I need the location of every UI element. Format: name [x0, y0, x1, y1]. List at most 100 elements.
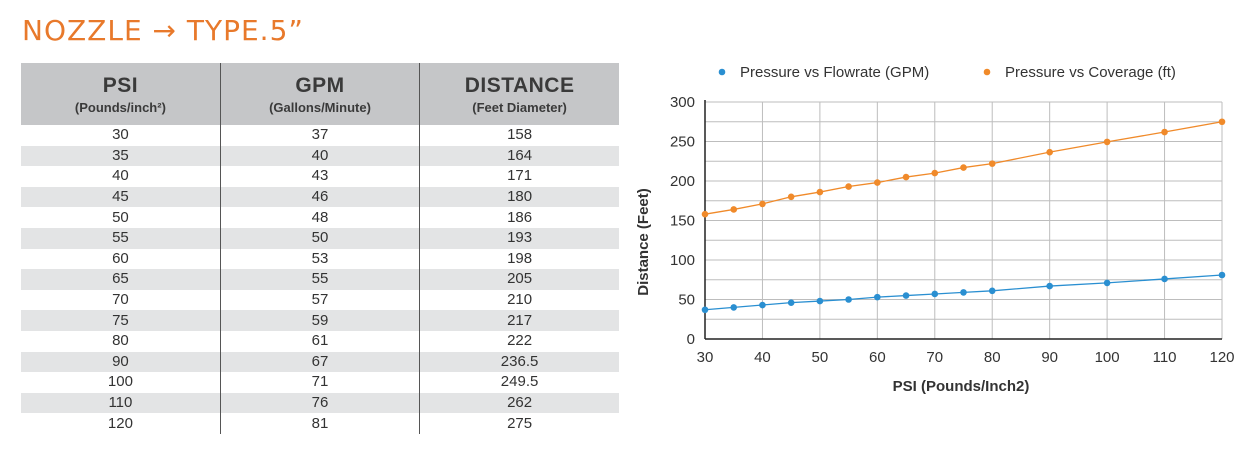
data-point — [730, 206, 738, 213]
data-point — [931, 290, 939, 298]
legend-label: Pressure vs Coverage (ft) — [1005, 64, 1176, 81]
cell-distance: 262 — [419, 392, 619, 414]
data-point — [759, 200, 766, 208]
column-header-label: GPM — [295, 73, 345, 97]
column-header-unit: (Pounds/inch²) — [74, 99, 166, 115]
table-row: 80 61 222 — [21, 330, 619, 352]
table-body: 30 37 158 35 40 164 40 43 171 45 46 180 50 48 186 55 50 1… — [21, 125, 619, 434]
y-tick-label: 50 — [678, 292, 695, 309]
cell-gpm: 48 — [219, 207, 420, 228]
table-row: 40 43 171 — [21, 166, 619, 187]
cell-psi: 60 — [21, 248, 221, 270]
table-row: 50 48 186 — [21, 207, 619, 228]
cell-psi: 80 — [21, 330, 221, 352]
cell-gpm: 57 — [219, 289, 420, 311]
x-axis-label: PSI (Pounds/Inch2) — [893, 378, 1030, 395]
table-row: 55 50 193 — [21, 227, 619, 249]
data-point — [730, 304, 738, 311]
cell-psi: 65 — [21, 269, 221, 290]
data-point — [816, 188, 824, 196]
cell-distance: 249.5 — [419, 372, 619, 393]
data-point — [902, 292, 910, 299]
cell-distance: 186 — [419, 207, 619, 228]
x-tick-label: 40 — [754, 349, 771, 366]
x-tick-label: 120 — [1209, 349, 1234, 366]
cell-gpm: 37 — [219, 125, 420, 146]
data-point — [874, 179, 881, 186]
cell-psi: 100 — [21, 372, 221, 393]
y-tick-label: 250 — [670, 134, 695, 151]
data-table-container: PSI (Pounds/inch²) GPM (Gallons/Minute) … — [21, 63, 619, 434]
cell-gpm: 59 — [219, 310, 420, 331]
cell-distance: 193 — [419, 227, 619, 249]
data-point — [931, 169, 939, 177]
cell-distance: 217 — [419, 310, 619, 331]
data-point — [845, 296, 852, 303]
table-row: 110 76 262 — [21, 392, 619, 414]
cell-distance: 222 — [419, 330, 619, 352]
x-tick-label: 30 — [697, 349, 714, 366]
data-point — [1046, 282, 1053, 290]
y-tick-label: 200 — [670, 173, 695, 190]
x-tick-label: 70 — [926, 349, 943, 366]
data-point — [759, 301, 766, 309]
data-point — [845, 183, 852, 190]
data-point — [1218, 118, 1226, 126]
table-row: 30 37 158 — [21, 125, 619, 146]
legend-label: Pressure vs Flowrate (GPM) — [740, 64, 929, 81]
data-point — [1218, 271, 1226, 279]
cell-psi: 45 — [21, 186, 221, 208]
cell-psi: 40 — [21, 166, 221, 187]
data-point — [1103, 279, 1111, 287]
cell-gpm: 46 — [219, 186, 420, 208]
cell-gpm: 61 — [219, 330, 420, 352]
y-tick-label: 0 — [687, 331, 695, 348]
cell-distance: 158 — [419, 125, 619, 146]
table-row: 45 46 180 — [21, 186, 619, 208]
page-title: NOZZLE → TYPE.5” — [22, 14, 304, 47]
cell-psi: 35 — [21, 145, 221, 167]
legend-marker — [718, 68, 726, 76]
x-tick-label: 100 — [1095, 349, 1120, 366]
cell-gpm: 40 — [219, 145, 420, 167]
data-point — [787, 299, 795, 306]
cell-gpm: 67 — [219, 351, 420, 373]
table-row: 60 53 198 — [21, 248, 619, 270]
table-row: 70 57 210 — [21, 289, 619, 311]
x-tick-label: 80 — [984, 349, 1001, 366]
table-row: 75 59 217 — [21, 310, 619, 331]
cell-psi: 55 — [21, 227, 221, 249]
column-header-label: DISTANCE — [464, 73, 575, 97]
cell-distance: 205 — [419, 269, 619, 290]
table-row: 65 55 205 — [21, 269, 619, 290]
table-row: 100 71 249.5 — [21, 372, 619, 393]
cell-psi: 70 — [21, 289, 221, 311]
chart-legend: Pressure vs Flowrate (GPM) Pressure vs Co… — [718, 64, 1176, 81]
cell-gpm: 71 — [219, 372, 420, 393]
cell-distance: 236.5 — [419, 351, 619, 373]
chart-series — [701, 118, 1226, 314]
cell-psi: 30 — [21, 125, 221, 146]
data-point — [988, 160, 996, 167]
cell-psi: 75 — [21, 310, 221, 331]
data-point — [787, 193, 795, 201]
column-header-label: PSI — [102, 73, 139, 97]
data-point — [1046, 148, 1053, 156]
y-tick-label: 300 — [670, 94, 695, 111]
data-point — [1103, 138, 1111, 146]
table-row: 90 67 236.5 — [21, 351, 619, 373]
cell-gpm: 76 — [219, 392, 420, 414]
data-point — [960, 164, 967, 171]
cell-distance: 180 — [419, 186, 619, 208]
data-point — [960, 289, 967, 296]
column-header-distance: DISTANCE (Feet Diameter) — [419, 63, 619, 125]
cell-distance: 275 — [419, 413, 619, 434]
table-row: 35 40 164 — [21, 145, 619, 167]
table-header-row: PSI (Pounds/inch²) GPM (Gallons/Minute) … — [21, 63, 619, 125]
cell-psi: 110 — [21, 392, 221, 414]
y-tick-label: 150 — [670, 213, 695, 230]
data-point — [816, 297, 824, 305]
data-point — [701, 210, 709, 218]
y-axis-label: Distance (Feet) — [635, 188, 652, 296]
cell-distance: 210 — [419, 289, 619, 311]
